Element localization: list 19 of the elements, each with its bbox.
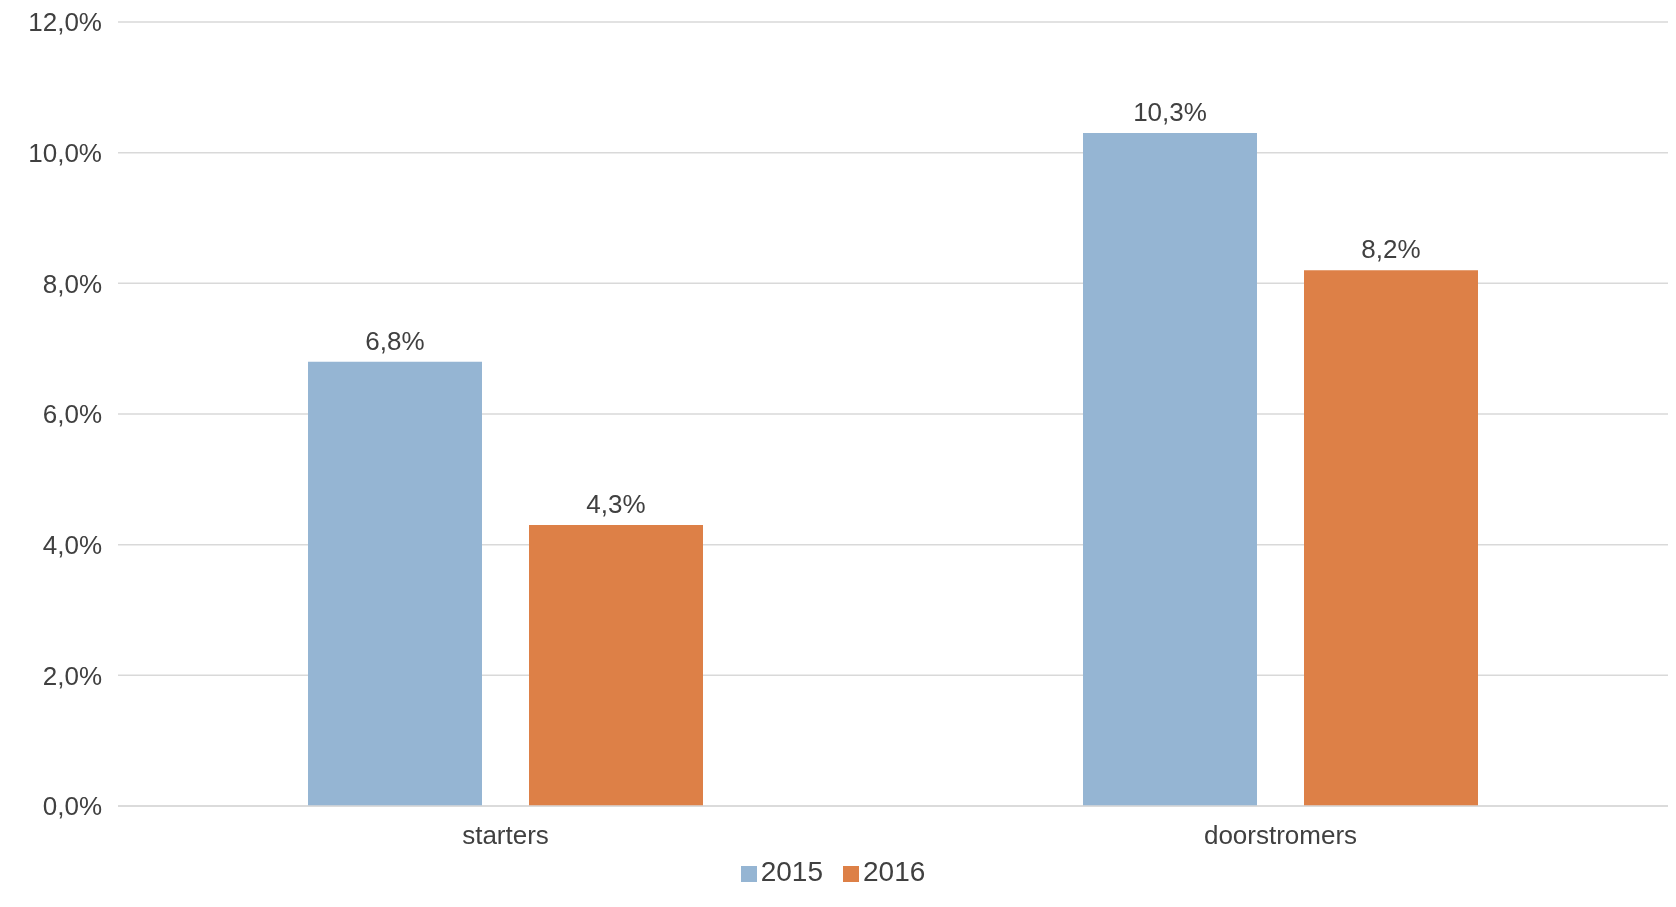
legend-label: 2015 (760, 856, 823, 887)
data-label: 6,8% (365, 325, 425, 356)
legend-label: 2016 (863, 856, 926, 887)
y-tick-label: 4,0% (42, 529, 102, 560)
bar (308, 361, 482, 806)
y-tick-label: 6,0% (42, 399, 102, 430)
bar (529, 525, 703, 806)
bar (1083, 133, 1257, 806)
x-tick-label: doorstromers (1203, 820, 1358, 851)
y-tick-label: 12,0% (28, 7, 102, 38)
bar (1304, 270, 1478, 806)
y-tick-label: 2,0% (42, 660, 102, 691)
x-tick-label: starters (462, 820, 549, 851)
y-tick-label: 8,0% (42, 268, 102, 299)
data-label: 10,3% (1133, 97, 1207, 128)
data-label: 4,3% (586, 489, 646, 520)
y-tick-label: 0,0% (42, 791, 102, 822)
y-tick-label: 10,0% (28, 137, 102, 168)
data-label: 8,2% (1361, 234, 1421, 265)
